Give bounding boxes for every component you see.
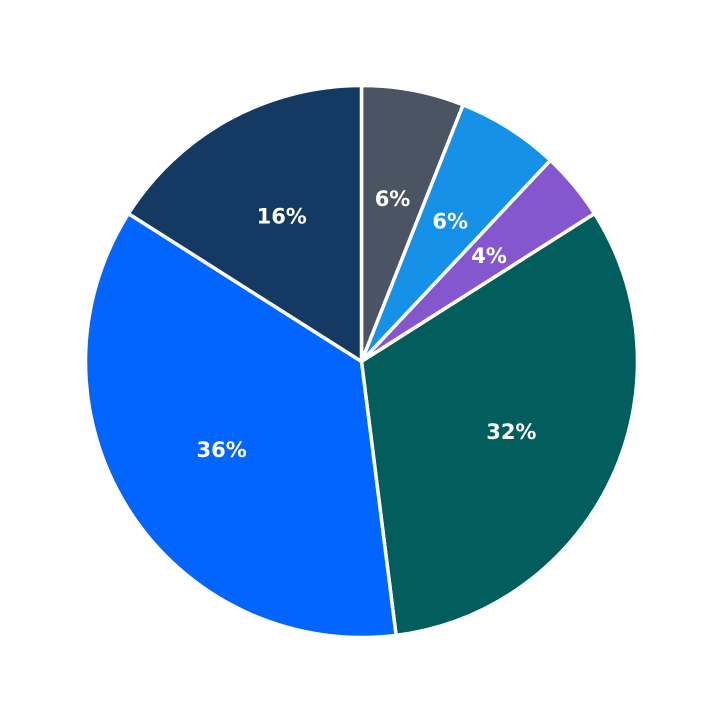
slice-label-2: 6% xyxy=(432,210,468,234)
pie-slice-6 xyxy=(126,83,364,364)
labels-layer: 6%6%4%32%36%16% xyxy=(197,187,537,462)
slice-label-3: 4% xyxy=(471,244,507,268)
slice-label-5: 36% xyxy=(197,438,247,462)
pie-slice-4 xyxy=(359,211,640,638)
slice-label-1: 6% xyxy=(375,187,411,211)
slices-layer xyxy=(83,83,640,640)
slice-label-4: 32% xyxy=(486,420,536,444)
slice-label-6: 16% xyxy=(257,204,307,228)
pie-slice-5 xyxy=(83,211,398,640)
